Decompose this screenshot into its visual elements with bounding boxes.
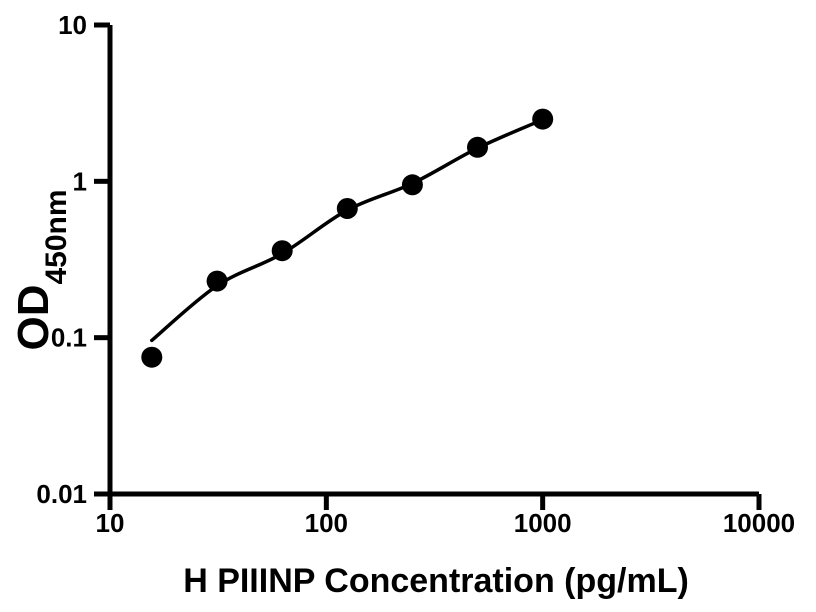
y-tick-label: 1 [73, 166, 87, 196]
y-axis-title: OD450nm [9, 189, 73, 350]
data-point [467, 136, 488, 158]
axis-spines [107, 25, 759, 497]
data-point [206, 270, 228, 292]
axes-layer: 0.01 0.1 1 10 10 100 1000 10000 [36, 10, 795, 538]
data-point [532, 108, 554, 130]
y-axis-title-subscript: 450nm [40, 189, 73, 284]
x-tick-label: 10000 [723, 508, 795, 538]
data-point [141, 346, 163, 368]
data-series-layer [141, 108, 554, 368]
data-point [336, 198, 358, 219]
y-axis-title-main: OD [9, 285, 58, 351]
x-tick-label: 100 [305, 508, 348, 538]
data-point [271, 240, 293, 262]
y-tick-label: 0.1 [51, 323, 87, 353]
y-axis: 0.01 0.1 1 10 [36, 10, 110, 509]
x-axis-title: H PIIINP Concentration (pg/mL) [183, 562, 689, 600]
y-tick-label: 0.01 [36, 479, 87, 509]
x-axis: 10 100 1000 10000 [96, 494, 795, 538]
y-tick-label: 10 [58, 10, 87, 40]
x-tick-label: 1000 [514, 508, 572, 538]
data-points [141, 108, 554, 368]
x-tick-label: 10 [96, 508, 125, 538]
data-point [401, 174, 423, 196]
